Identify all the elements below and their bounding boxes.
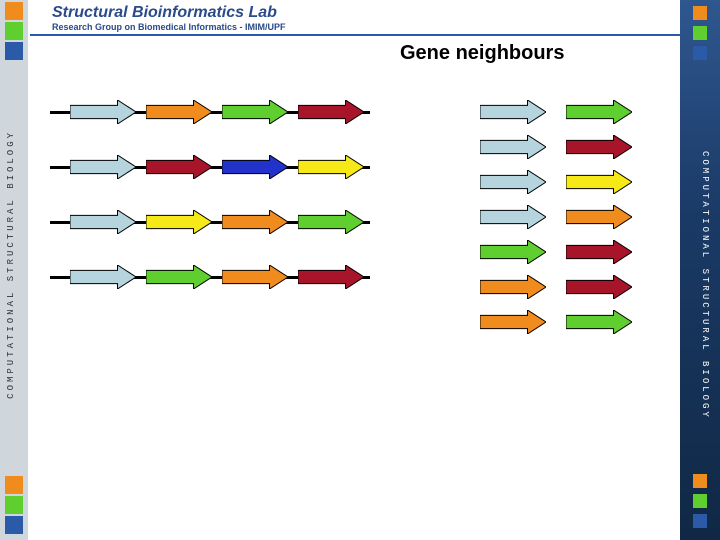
gene-arrow (298, 155, 364, 179)
gene-arrow (70, 100, 136, 124)
gene-arrow (566, 100, 632, 124)
gene-arrow (222, 210, 288, 234)
gene-chain (50, 155, 370, 179)
gene-arrow (222, 265, 288, 289)
gene-neighbours-diagram (50, 90, 670, 410)
gene-arrow (480, 170, 546, 194)
gene-pair (480, 135, 632, 159)
lab-subtitle: Research Group on Biomedical Informatics… (52, 22, 286, 32)
gene-arrow (146, 210, 212, 234)
left-vertical-text: COMPUTATIONAL STRUCTURAL BIOLOGY (6, 130, 16, 399)
gene-arrow (146, 100, 212, 124)
decor-block (5, 516, 23, 534)
gene-arrow-row (70, 100, 364, 124)
decor-block (693, 46, 707, 60)
gene-arrow (222, 100, 288, 124)
decor-block (693, 494, 707, 508)
header-rule (30, 34, 680, 36)
gene-arrow (480, 275, 546, 299)
gene-arrow (70, 155, 136, 179)
lab-title: Structural Bioinformatics Lab (52, 4, 277, 22)
gene-pair (480, 100, 632, 124)
gene-arrow (146, 265, 212, 289)
gene-arrow (566, 275, 632, 299)
gene-chain (50, 100, 370, 124)
gene-arrow (146, 155, 212, 179)
gene-arrow (298, 265, 364, 289)
gene-arrow-row (70, 155, 364, 179)
gene-pair (480, 275, 632, 299)
page-title: Gene neighbours (400, 42, 564, 65)
gene-arrow (566, 310, 632, 334)
gene-arrow (480, 310, 546, 334)
gene-arrow (566, 205, 632, 229)
gene-arrow (566, 170, 632, 194)
decor-block (693, 514, 707, 528)
gene-chain (50, 265, 370, 289)
gene-arrow (480, 205, 546, 229)
decor-block (5, 496, 23, 514)
gene-pair (480, 310, 632, 334)
decor-block (5, 42, 23, 60)
gene-chain (50, 210, 370, 234)
gene-pair (480, 240, 632, 264)
decor-block (693, 474, 707, 488)
gene-arrow-row (70, 265, 364, 289)
gene-arrow (566, 135, 632, 159)
right-vertical-text: COMPUTATIONAL STRUCTURAL BIOLOGY (700, 151, 710, 420)
gene-arrow-row (70, 210, 364, 234)
gene-arrow (70, 210, 136, 234)
gene-arrow (222, 155, 288, 179)
header: Structural Bioinformatics Lab Research G… (0, 0, 720, 36)
gene-arrow (298, 210, 364, 234)
decor-block (5, 476, 23, 494)
gene-arrow (298, 100, 364, 124)
gene-pair (480, 170, 632, 194)
page: { "header": { "title": "Structural Bioin… (0, 0, 720, 540)
gene-arrow (566, 240, 632, 264)
gene-pair (480, 205, 632, 229)
gene-arrow (480, 240, 546, 264)
gene-arrow (70, 265, 136, 289)
gene-arrow (480, 135, 546, 159)
right-decor-strip: COMPUTATIONAL STRUCTURAL BIOLOGY (680, 0, 720, 540)
gene-arrow (480, 100, 546, 124)
left-decor-strip: COMPUTATIONAL STRUCTURAL BIOLOGY (0, 0, 28, 540)
